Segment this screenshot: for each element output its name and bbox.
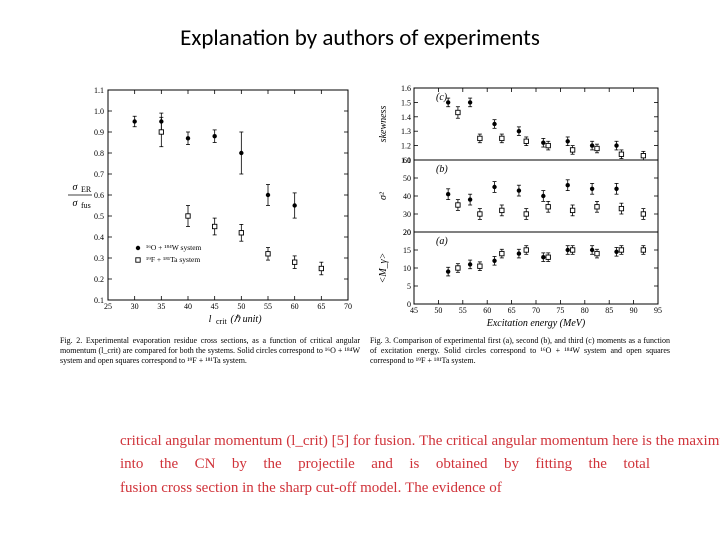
figures-row: 253035404550556065700.10.20.30.40.50.60.…: [60, 80, 670, 366]
right-caption: Fig. 3. Comparison of experimental first…: [370, 336, 670, 366]
svg-text:5: 5: [407, 282, 411, 291]
svg-text:0.3: 0.3: [94, 254, 104, 263]
svg-text:30: 30: [131, 302, 139, 311]
svg-text:70: 70: [344, 302, 352, 311]
svg-text:skewness: skewness: [378, 106, 389, 143]
svg-text:1.2: 1.2: [401, 142, 411, 151]
svg-text:0: 0: [407, 300, 411, 309]
svg-text:1.0: 1.0: [94, 107, 104, 116]
svg-text:1.6: 1.6: [401, 84, 411, 93]
svg-text:85: 85: [605, 306, 613, 315]
svg-text:10: 10: [403, 264, 411, 273]
svg-text:45: 45: [211, 302, 219, 311]
svg-text:1.1: 1.1: [94, 86, 104, 95]
svg-text:σ²: σ²: [378, 191, 389, 200]
svg-text:(a): (a): [436, 236, 448, 247]
body-text-excerpt: critical angular momentum (l_crit) [5] f…: [120, 430, 650, 500]
svg-text:95: 95: [654, 306, 662, 315]
svg-text:¹⁶O + ¹⁸⁴W system: ¹⁶O + ¹⁸⁴W system: [146, 243, 202, 252]
svg-text:Excitation energy (MeV): Excitation energy (MeV): [486, 318, 586, 329]
svg-text:1.5: 1.5: [401, 98, 411, 107]
svg-text:65: 65: [317, 302, 325, 311]
svg-text:40: 40: [184, 302, 192, 311]
svg-text:70: 70: [532, 306, 540, 315]
svg-text:0.2: 0.2: [94, 275, 104, 284]
svg-text:50: 50: [403, 174, 411, 183]
svg-text:fus: fus: [81, 201, 91, 210]
left-chart-svg: 25 30 35 40 45 50 55 60 65 70 0.1 0.2 0.3 0.4 0.5 0.6 0.…: [60, 80, 360, 330]
left-caption: Fig. 2. Experimental evaporation residue…: [60, 336, 360, 366]
svg-text:σ: σ: [73, 198, 79, 209]
svg-text:65: 65: [508, 306, 516, 315]
svg-text:0.8: 0.8: [94, 149, 104, 158]
svg-text:45: 45: [410, 306, 418, 315]
slide-title: Explanation by authors of experiments: [0, 24, 720, 52]
svg-text:0.1: 0.1: [94, 296, 104, 305]
svg-text:<M_γ>: <M_γ>: [378, 253, 389, 284]
svg-text:20: 20: [403, 228, 411, 237]
svg-text:σ: σ: [73, 182, 79, 193]
svg-text:(b): (b): [436, 164, 448, 175]
svg-text:40: 40: [403, 192, 411, 201]
svg-text:35: 35: [157, 302, 165, 311]
svg-text:50: 50: [434, 306, 442, 315]
svg-text:25: 25: [104, 302, 112, 311]
right-chart-svg: 4550556065707580859095Excitation energy …: [370, 80, 670, 330]
svg-text:0.6: 0.6: [94, 191, 104, 200]
svg-text:55: 55: [459, 306, 467, 315]
svg-text:60: 60: [291, 302, 299, 311]
svg-text:0.5: 0.5: [94, 212, 104, 221]
svg-text:(ℏ unit): (ℏ unit): [230, 314, 262, 325]
svg-text:75: 75: [556, 306, 564, 315]
svg-text:ER: ER: [81, 185, 92, 194]
right-figure: 4550556065707580859095Excitation energy …: [370, 80, 670, 366]
svg-text:0.9: 0.9: [94, 128, 104, 137]
svg-text:1.4: 1.4: [401, 113, 411, 122]
svg-text:crit: crit: [216, 317, 227, 326]
svg-text:60: 60: [403, 156, 411, 165]
svg-text:1.3: 1.3: [401, 127, 411, 136]
svg-text:80: 80: [581, 306, 589, 315]
svg-text:0.7: 0.7: [94, 170, 104, 179]
svg-text:90: 90: [630, 306, 638, 315]
left-figure: 25 30 35 40 45 50 55 60 65 70 0.1 0.2 0.3 0.4 0.5 0.6 0.…: [60, 80, 360, 366]
svg-text:15: 15: [403, 246, 411, 255]
svg-text:(c): (c): [436, 92, 448, 103]
svg-text:0.4: 0.4: [94, 233, 104, 242]
svg-text:50: 50: [237, 302, 245, 311]
svg-text:55: 55: [264, 302, 272, 311]
svg-text:l: l: [209, 314, 212, 325]
svg-text:30: 30: [403, 210, 411, 219]
svg-text:60: 60: [483, 306, 491, 315]
svg-text:¹⁹F + ¹⁸¹Ta system: ¹⁹F + ¹⁸¹Ta system: [146, 255, 200, 264]
